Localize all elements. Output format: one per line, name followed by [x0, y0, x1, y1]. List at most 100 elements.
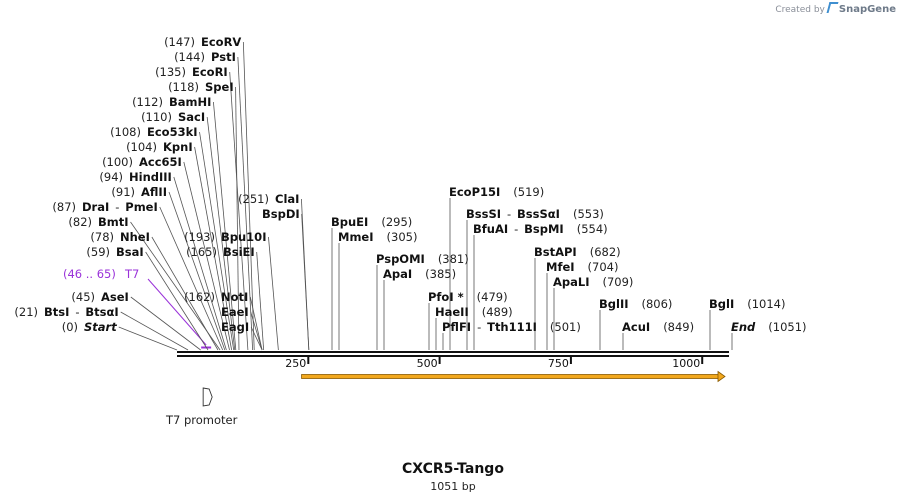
leader-ecorv [242, 41, 255, 351]
leader-hindiii [173, 176, 227, 351]
site-drai-pmei: PmeI [125, 200, 158, 214]
site-bfuai-position: (554) [577, 222, 608, 236]
site-end: End [731, 320, 756, 334]
site-acc65i: Acc65I [139, 155, 182, 169]
site-hindiii: HindIII [129, 170, 172, 184]
orf-arrow-head [717, 370, 726, 383]
site-bsiei-position: (165) [186, 245, 217, 259]
backbone-strand-bottom [177, 355, 729, 357]
site-nhei: NheI [120, 230, 150, 244]
site-apali-position: (709) [603, 275, 634, 289]
site-ecori: EcoRI [192, 65, 228, 79]
site-btsi-dash: - [75, 305, 79, 319]
leader-noti [249, 296, 263, 351]
site-bsssi-position: (553) [573, 207, 604, 221]
leader-start [118, 326, 178, 351]
map-title: CXCR5-Tango [402, 461, 504, 477]
site-asei-position: (45) [71, 290, 95, 304]
site-mfei: MfeI [546, 260, 575, 274]
ruler-label-750: 750 [548, 357, 569, 370]
site-ecop15i: EcoP15I [449, 185, 500, 199]
leader-eco53ki [199, 131, 235, 351]
site-bspdi: BspDI [262, 207, 300, 221]
site-mmei-position: (305) [387, 230, 418, 244]
site-noti-position: (162) [184, 290, 215, 304]
site-haeii: HaeII [435, 305, 469, 319]
site-bamhi-position: (112) [132, 95, 163, 109]
site-psti-position: (144) [174, 50, 205, 64]
snapgene-credit: Created by SnapGene [775, 2, 896, 15]
site-apali: ApaLI [553, 275, 590, 289]
ruler-label-500: 500 [417, 357, 438, 370]
site-bmti: BmtI [98, 215, 129, 229]
credit-brand: SnapGene [838, 4, 896, 15]
site-mmei: MmeI [338, 230, 374, 244]
site-nhei-position: (78) [90, 230, 114, 244]
credit-prefix: Created by [775, 5, 825, 15]
leader-bamhi [213, 101, 237, 351]
site-aflii: AflII [141, 185, 167, 199]
site-ecorv: EcoRV [201, 35, 241, 49]
t7-promoter-arrow [202, 387, 213, 407]
site-bpuei: BpuEI [331, 215, 368, 229]
leader-psti [237, 56, 254, 351]
site-haeii-position: (489) [482, 305, 513, 319]
site-bglii: BglII [599, 297, 629, 311]
site-bpuei-position: (295) [381, 215, 412, 229]
site-btsi-bts-i: BtsαI [85, 305, 118, 319]
site-bglii-position: (806) [642, 297, 673, 311]
site-bsssi-dash: - [507, 207, 511, 221]
backbone-strand-top [177, 351, 729, 353]
site-aflii-position: (91) [111, 185, 135, 199]
map-length: 1051 bp [430, 480, 476, 493]
site-start: Start [84, 320, 117, 334]
site-saci: SacI [178, 110, 205, 124]
leader-bsai [145, 251, 209, 351]
site-bsssi: BssSI [466, 207, 501, 221]
ruler-label-250: 250 [285, 357, 306, 370]
site-clai: ClaI [275, 192, 299, 206]
leader-asei [130, 296, 201, 351]
site-noti: NotI [221, 290, 248, 304]
site-pspomi: PspOMI [376, 252, 425, 266]
site-start-position: (0) [62, 320, 78, 334]
site-pspomi-position: (381) [438, 252, 469, 266]
leader-bsiei [256, 251, 265, 351]
site-eagi: EagI [221, 320, 249, 334]
site-bfuai-bspmi: BspMI [524, 222, 564, 236]
site-clai-position: (251) [238, 192, 269, 206]
leader-lines [118, 41, 733, 351]
site-hindiii-position: (94) [99, 170, 123, 184]
site-apai-position: (385) [425, 267, 456, 281]
t7-site-leader [147, 278, 207, 346]
leader-kpni [194, 146, 233, 351]
site-eco53ki-position: (108) [110, 125, 141, 139]
leader-ecori [229, 71, 249, 351]
site-bfuai-dash: - [514, 222, 518, 236]
leader-bspdi [301, 213, 310, 351]
leader-aflii [168, 191, 226, 351]
site-ecop15i-position: (519) [513, 185, 544, 199]
site-bgli-position: (1014) [747, 297, 785, 311]
leader-acc65i [183, 161, 230, 351]
site-acc65i-position: (100) [102, 155, 133, 169]
site-bfuai: BfuAI [473, 222, 508, 236]
site-drai-position: (87) [52, 200, 76, 214]
t7-site-range: (46 .. 65) [63, 267, 116, 281]
site-spei-position: (118) [168, 80, 199, 94]
site-drai-dash: - [115, 200, 119, 214]
site-bamhi: BamHI [169, 95, 211, 109]
site-bsai-position: (59) [86, 245, 110, 259]
site-spei: SpeI [205, 80, 234, 94]
site-pfoi-position: (479) [477, 290, 508, 304]
site-end-position: (1051) [768, 320, 806, 334]
ruler-label-1000: 1000 [672, 357, 700, 370]
site-kpni-position: (104) [126, 140, 157, 154]
leader-btsi [120, 311, 189, 351]
t7-site-name: T7 [124, 267, 139, 281]
site-eco53ki: Eco53kI [147, 125, 198, 139]
orf-arrow-body [301, 374, 720, 379]
site-bstapi-position: (682) [590, 245, 621, 259]
site-bmti-position: (82) [68, 215, 92, 229]
